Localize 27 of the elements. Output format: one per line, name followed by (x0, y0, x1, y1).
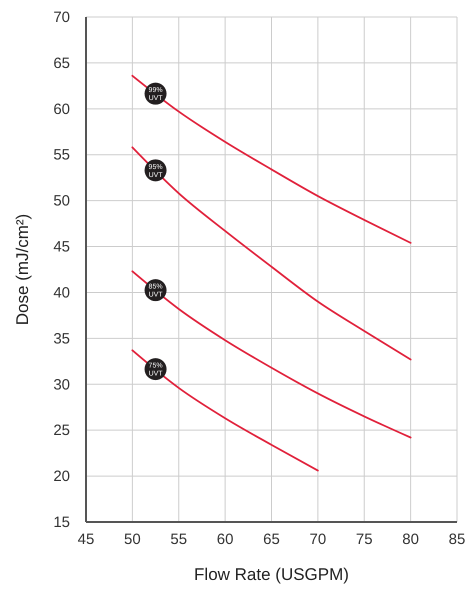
x-tick-label: 55 (170, 531, 188, 548)
line-series (131, 146, 412, 360)
x-tick-label: 85 (448, 531, 466, 548)
line-series (131, 74, 412, 244)
x-tick-label: 60 (216, 531, 234, 548)
x-tick-label: 80 (402, 531, 419, 548)
x-tick-label: 50 (124, 531, 141, 548)
y-tick-label: 60 (53, 100, 70, 118)
x-axis-title: Flow Rate (USGPM) (194, 565, 349, 584)
line-series (131, 270, 412, 438)
x-tick-label: 45 (78, 531, 94, 548)
y-tick-label: 40 (53, 284, 70, 302)
x-tick-label: 65 (263, 531, 280, 548)
x-tick-label: 75 (356, 531, 373, 548)
y-tick-label: 45 (53, 238, 70, 256)
y-tick-label: 35 (53, 330, 70, 348)
y-tick-label: 50 (53, 192, 70, 210)
y-tick-label: 20 (53, 468, 70, 486)
y-axis-title: Dose (mJ/cm²) (13, 214, 32, 326)
y-tick-label: 25 (53, 422, 70, 440)
y-tick-label: 65 (53, 54, 70, 72)
y-tick-label: 30 (53, 376, 70, 394)
line-series (131, 349, 319, 472)
y-tick-label: 15 (53, 514, 70, 531)
y-tick-label: 70 (53, 9, 70, 26)
y-tick-label: 55 (53, 146, 70, 164)
x-tick-label: 70 (310, 531, 326, 548)
